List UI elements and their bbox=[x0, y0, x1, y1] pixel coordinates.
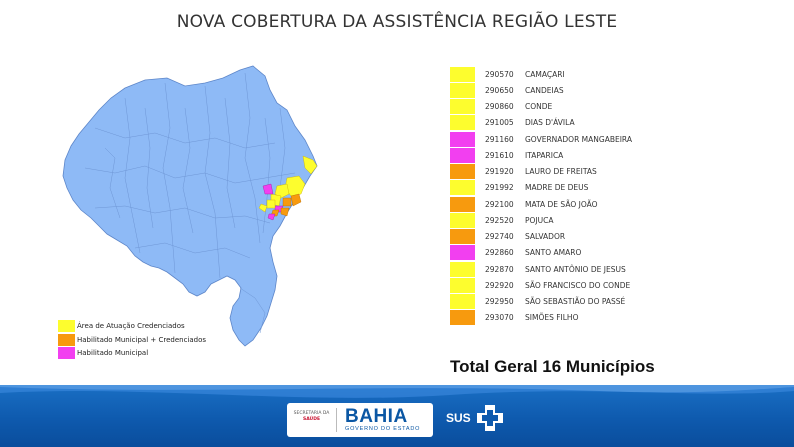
color-swatch bbox=[450, 310, 475, 326]
legend-item-habilitado-credenciados: Habilitado Municipal + Credenciados bbox=[58, 334, 206, 346]
table-row: 291920 LAURO DE FREITAS bbox=[450, 164, 656, 180]
table-row: 291005 DIAS D'ÁVILA bbox=[450, 115, 656, 131]
bahia-text: BAHIA bbox=[345, 406, 408, 427]
color-swatch bbox=[450, 164, 475, 180]
municipio-code: 292520 bbox=[485, 215, 514, 225]
municipios-table: 290570 CAMAÇARI 290650 CANDEIAS 290860 CONDE 2… bbox=[450, 66, 656, 326]
color-swatch bbox=[450, 82, 475, 98]
municipio-code: 293070 bbox=[485, 313, 514, 323]
footer-wave-decoration bbox=[0, 385, 794, 398]
municipio-name: SÃO FRANCISCO DO CONDE bbox=[525, 280, 631, 290]
table-row: 290860 CONDE bbox=[450, 99, 656, 115]
municipio-name: POJUCA bbox=[525, 215, 554, 225]
sus-logo: SUS bbox=[446, 402, 506, 434]
table-row: 292520 POJUCA bbox=[450, 212, 656, 228]
municipio-code: 292920 bbox=[485, 280, 514, 290]
table-row: 292870 SANTO ANTÔNIO DE JESUS bbox=[450, 261, 656, 277]
table-row: 292920 SÃO FRANCISCO DO CONDE bbox=[450, 277, 656, 293]
color-swatch bbox=[450, 261, 475, 277]
color-swatch bbox=[450, 66, 475, 82]
state-shape bbox=[62, 65, 318, 347]
municipio-code: 291005 bbox=[485, 118, 514, 128]
table-row: 291610 ITAPARICA bbox=[450, 147, 656, 163]
municipio-code: 291160 bbox=[485, 134, 514, 144]
municipio-code: 291920 bbox=[485, 167, 514, 177]
legend-swatch bbox=[58, 320, 75, 332]
table-row: 292740 SALVADOR bbox=[450, 229, 656, 245]
legend-item-credenciados: Área de Atuação Credenciados bbox=[58, 320, 185, 332]
municipio-code: 290860 bbox=[485, 102, 514, 112]
municipio-name: SIMÕES FILHO bbox=[525, 313, 579, 323]
table-row: 290570 CAMAÇARI bbox=[450, 66, 656, 82]
color-swatch bbox=[450, 147, 475, 163]
legend-swatch bbox=[58, 347, 75, 359]
table-row: 292860 SANTO AMARO bbox=[450, 245, 656, 261]
municipio-code: 291610 bbox=[485, 150, 514, 160]
bahia-map-graphic bbox=[62, 65, 318, 347]
secretaria-line1: SECRETARIA DA bbox=[293, 411, 330, 416]
municipio-name: ITAPARICA bbox=[525, 150, 564, 160]
sus-cross-icon bbox=[476, 405, 503, 431]
total-label: Total Geral 16 Municípios bbox=[450, 357, 655, 376]
color-swatch bbox=[450, 245, 475, 261]
municipio-name: SÃO SEBASTIÃO DO PASSÉ bbox=[525, 297, 626, 307]
color-swatch bbox=[450, 180, 475, 196]
municipio-name: SANTO ANTÔNIO DE JESUS bbox=[525, 264, 626, 274]
municipio-code: 292950 bbox=[485, 297, 514, 307]
table-row: 292100 MATA DE SÃO JOÃO bbox=[450, 196, 656, 212]
bahia-map bbox=[55, 48, 327, 358]
municipio-name: LAURO DE FREITAS bbox=[525, 167, 597, 177]
municipio-name: CAMAÇARI bbox=[525, 69, 565, 79]
color-swatch bbox=[450, 212, 475, 228]
table-row: 291992 MADRE DE DEUS bbox=[450, 180, 656, 196]
municipio-name: MADRE DE DEUS bbox=[525, 183, 589, 193]
color-swatch bbox=[450, 131, 475, 147]
governo-text: GOVERNO DO ESTADO bbox=[345, 426, 421, 432]
color-swatch bbox=[450, 277, 475, 293]
municipio-name: SALVADOR bbox=[525, 232, 566, 242]
legend-label: Habilitado Municipal + Credenciados bbox=[77, 336, 207, 344]
table-row: 292950 SÃO SEBASTIÃO DO PASSÉ bbox=[450, 294, 656, 310]
municipio-code: 290570 bbox=[485, 69, 514, 79]
secretaria-line2: SAÚDE bbox=[302, 417, 321, 422]
sus-text: SUS bbox=[446, 411, 471, 425]
legend-swatch bbox=[58, 334, 75, 346]
municipio-name: CONDE bbox=[525, 102, 553, 112]
color-swatch bbox=[450, 196, 475, 212]
municipio-code: 292860 bbox=[485, 248, 514, 258]
municipio-name: CANDEIAS bbox=[525, 85, 564, 95]
color-swatch bbox=[450, 115, 475, 131]
governo-bahia-logo: SECRETARIA DA SAÚDE BAHIA GOVERNO DO EST… bbox=[287, 403, 433, 437]
municipio-code: 291992 bbox=[485, 183, 514, 193]
page-title: NOVA COBERTURA DA ASSISTÊNCIA REGIÃO LES… bbox=[176, 12, 618, 32]
municipio-code: 292870 bbox=[485, 264, 514, 274]
color-swatch bbox=[450, 99, 475, 115]
legend-label: Habilitado Municipal bbox=[77, 349, 149, 357]
color-swatch bbox=[450, 229, 475, 245]
bahia-wordmark: BAHIA GOVERNO DO ESTADO bbox=[337, 406, 421, 432]
table-row: 291160 GOVERNADOR MANGABEIRA bbox=[450, 131, 656, 147]
color-swatch bbox=[450, 294, 475, 310]
municipio-name: MATA DE SÃO JOÃO bbox=[525, 199, 598, 209]
legend-label: Área de Atuação Credenciados bbox=[77, 322, 185, 330]
municipio-code: 290650 bbox=[485, 85, 514, 95]
municipio-name: GOVERNADOR MANGABEIRA bbox=[525, 134, 632, 144]
municipio-code: 292740 bbox=[485, 232, 514, 242]
secretaria-saude-label: SECRETARIA DA SAÚDE bbox=[287, 408, 337, 432]
table-row: 293070 SIMÕES FILHO bbox=[450, 310, 656, 326]
municipio-name: DIAS D'ÁVILA bbox=[525, 118, 575, 128]
legend-item-habilitado-municipal: Habilitado Municipal bbox=[58, 347, 148, 359]
highlighted-municipalities bbox=[258, 155, 318, 221]
table-row: 290650 CANDEIAS bbox=[450, 82, 656, 98]
municipio-name: SANTO AMARO bbox=[525, 248, 582, 258]
municipio-code: 292100 bbox=[485, 199, 514, 209]
municipal-borders bbox=[84, 72, 296, 334]
